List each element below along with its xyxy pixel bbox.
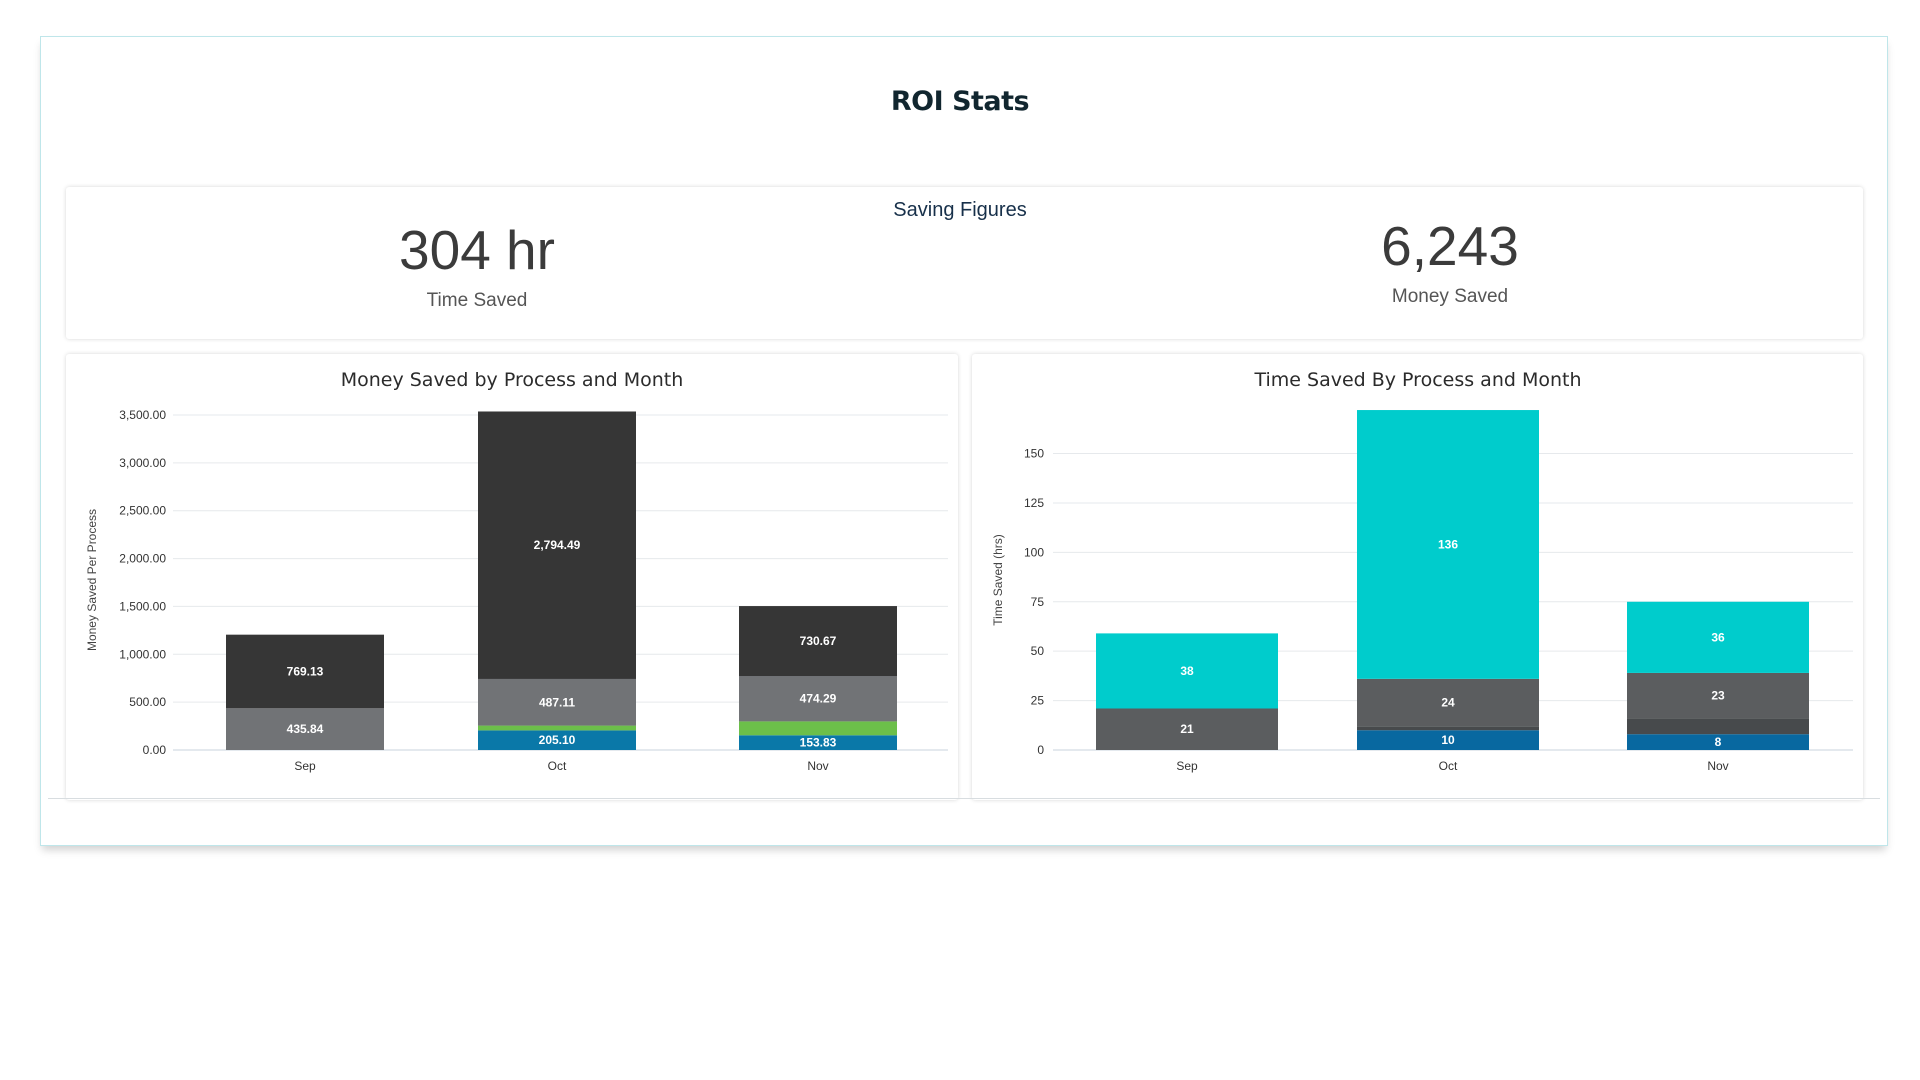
money-saved-value: 6,243 bbox=[1381, 215, 1519, 277]
page-title: ROI Stats bbox=[890, 86, 1030, 117]
saving-figures-card bbox=[66, 187, 1863, 339]
time-saved-value: 304 hr bbox=[399, 219, 555, 281]
time-chart-card bbox=[972, 354, 1863, 800]
money-saved-label: Money Saved bbox=[1391, 286, 1509, 307]
money-chart-card bbox=[66, 354, 958, 800]
saving-figures-title: Saving Figures bbox=[893, 199, 1027, 221]
bottom-divider bbox=[48, 798, 1880, 799]
time-saved-label: Time Saved bbox=[426, 290, 528, 311]
